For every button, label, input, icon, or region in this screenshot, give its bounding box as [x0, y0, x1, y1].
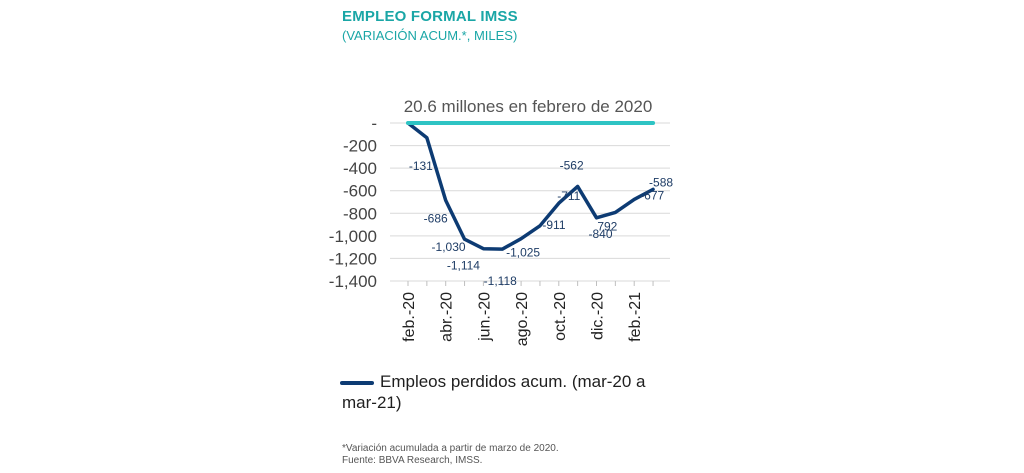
- legend-swatch: [340, 381, 374, 385]
- data-label: -677: [640, 188, 664, 202]
- y-tick-label: -1,000: [329, 227, 377, 246]
- series-line-empleos: [406, 121, 655, 251]
- data-label: -1,114: [447, 259, 480, 273]
- data-label: -711: [557, 189, 580, 203]
- x-tick-label: feb.-21: [627, 292, 644, 342]
- y-tick-label: -600: [343, 182, 377, 201]
- x-tick-label: feb.-20: [401, 292, 418, 342]
- x-tick-label: dic.-20: [590, 292, 607, 340]
- y-tick-label: -1,200: [329, 249, 377, 268]
- data-labels: -131 -686 -1,030 -1,114 -1,118 -1,025-911 -711…: [409, 158, 674, 288]
- x-tick-label: ago.-20: [514, 292, 531, 346]
- chart-subtitle: (VARIACIÓN ACUM.*, MILES): [342, 28, 518, 43]
- legend-label-cont: mar-21): [342, 393, 402, 412]
- y-axis-ticks: - -200 -400 -600 -800 -1,000 -1,200 -1,400: [329, 114, 377, 291]
- legend-label: Empleos perdidos acum. (mar-20 a: [380, 372, 646, 391]
- data-label: -588: [649, 175, 673, 189]
- x-tick-label: jun.-20: [476, 292, 493, 342]
- footnote-note: *Variación acumulada a partir de marzo d…: [342, 443, 559, 454]
- data-label: -562: [560, 158, 584, 172]
- data-label: -840: [588, 227, 612, 241]
- y-tick-label: -400: [343, 159, 377, 178]
- footnote: *Variación acumulada a partir de marzo d…: [342, 443, 559, 467]
- data-label: -1,030: [432, 240, 466, 254]
- y-tick-label: -: [371, 114, 377, 133]
- y-tick-label: -1,400: [329, 272, 377, 291]
- data-label: -911: [542, 218, 565, 232]
- y-tick-label: -200: [343, 137, 377, 156]
- data-label: -686: [424, 211, 448, 225]
- data-label: -1,118: [484, 274, 517, 288]
- x-axis-ticks: feb.-20 abr.-20 jun.-20 ago.-20 oct.-20 dic.-…: [401, 281, 654, 346]
- data-label: -1,025: [506, 246, 540, 260]
- series-lines: [406, 121, 656, 251]
- data-label: -131: [409, 159, 433, 173]
- y-tick-label: -800: [343, 204, 377, 223]
- chart-title: EMPLEO FORMAL IMSS: [342, 8, 518, 25]
- footnote-source: Fuente: BBVA Research, IMSS.: [342, 455, 483, 466]
- chart-annotation: 20.6 millones en febrero de 2020: [404, 97, 653, 116]
- x-tick-label: abr.-20: [439, 292, 456, 342]
- x-tick-label: oct.-20: [552, 292, 569, 341]
- data-label: 792: [597, 219, 617, 233]
